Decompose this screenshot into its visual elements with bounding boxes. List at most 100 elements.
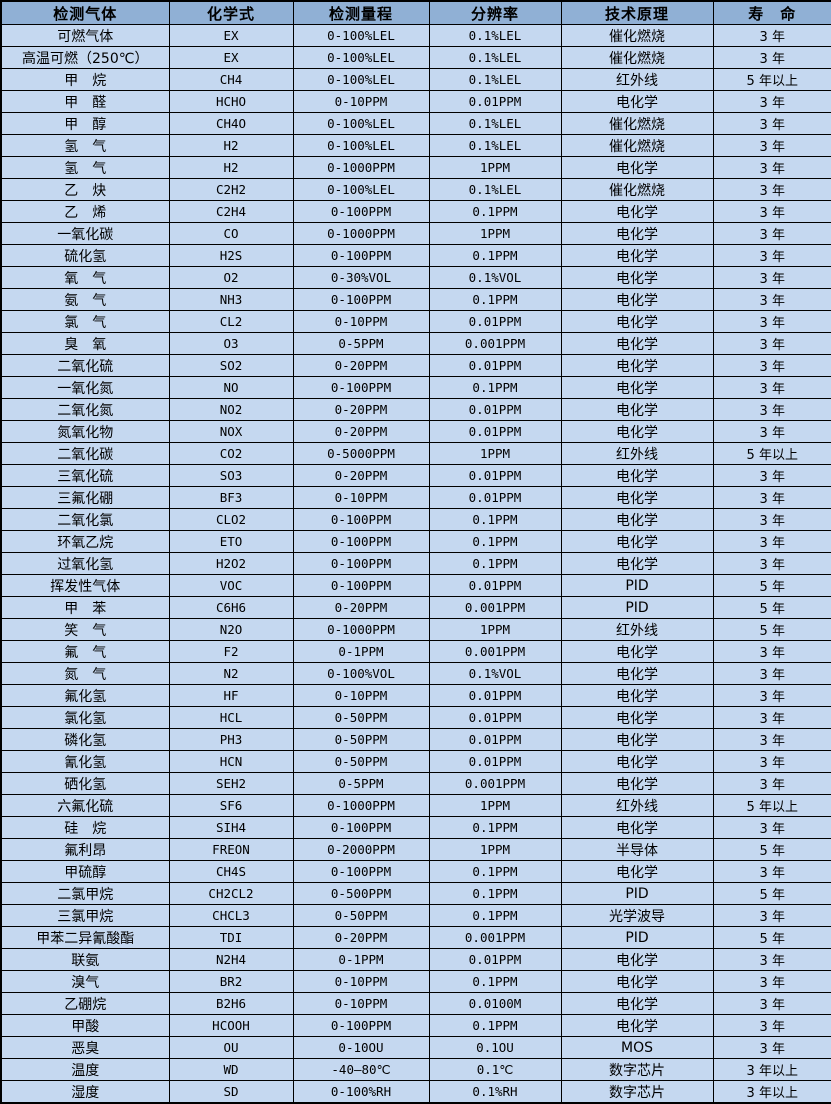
formula-cell: O2 bbox=[168, 266, 294, 289]
gas-name-cell: 笑 气 bbox=[0, 618, 170, 641]
resolution-cell: 0.01PPM bbox=[428, 354, 562, 377]
table-row: 甲 醇 CH4O 0-100%LEL 0.1%LEL 催化燃烧 3 年 bbox=[0, 112, 831, 135]
gas-name-cell: 氰化氢 bbox=[0, 750, 170, 773]
principle-cell: PID bbox=[560, 926, 714, 949]
gas-name-cell: 环氧乙烷 bbox=[0, 530, 170, 553]
lifespan-cell: 3 年 bbox=[712, 420, 831, 443]
range-cell: 0-50PPM bbox=[292, 706, 430, 729]
lifespan-cell: 3 年 bbox=[712, 310, 831, 333]
gas-name-cell: 乙 烯 bbox=[0, 200, 170, 223]
resolution-cell: 0.01PPM bbox=[428, 420, 562, 443]
range-cell: 0-10PPM bbox=[292, 970, 430, 993]
lifespan-cell: 3 年 bbox=[712, 486, 831, 509]
range-cell: 0-100PPM bbox=[292, 860, 430, 883]
resolution-cell: 0.001PPM bbox=[428, 332, 562, 355]
principle-cell: 催化燃烧 bbox=[560, 46, 714, 69]
formula-cell: NOX bbox=[168, 420, 294, 443]
lifespan-cell: 3 年 bbox=[712, 90, 831, 113]
principle-cell: 红外线 bbox=[560, 442, 714, 465]
principle-cell: 电化学 bbox=[560, 310, 714, 333]
principle-cell: 催化燃烧 bbox=[560, 24, 714, 47]
table-row: 三氧化硫 SO3 0-20PPM 0.01PPM 电化学 3 年 bbox=[0, 464, 831, 487]
header-gas-name: 检测气体 bbox=[0, 0, 170, 25]
resolution-cell: 0.01PPM bbox=[428, 486, 562, 509]
gas-name-cell: 二氧化氮 bbox=[0, 398, 170, 421]
resolution-cell: 1PPM bbox=[428, 222, 562, 245]
table-row: 氢 气 H2 0-1000PPM 1PPM 电化学 3 年 bbox=[0, 156, 831, 179]
resolution-cell: 0.1%LEL bbox=[428, 46, 562, 69]
table-row: 恶臭 OU 0-10OU 0.1OU MOS 3 年 bbox=[0, 1036, 831, 1059]
table-row: 氯 气 CL2 0-10PPM 0.01PPM 电化学 3 年 bbox=[0, 310, 831, 333]
range-cell: 0-1000PPM bbox=[292, 156, 430, 179]
table-row: 甲 苯 C6H6 0-20PPM 0.001PPM PID 5 年 bbox=[0, 596, 831, 619]
header-resolution: 分辨率 bbox=[428, 0, 562, 25]
range-cell: 0-2000PPM bbox=[292, 838, 430, 861]
principle-cell: 电化学 bbox=[560, 464, 714, 487]
formula-cell: PH3 bbox=[168, 728, 294, 751]
table-row: 氨 气 NH3 0-100PPM 0.1PPM 电化学 3 年 bbox=[0, 288, 831, 311]
principle-cell: 催化燃烧 bbox=[560, 178, 714, 201]
gas-name-cell: 恶臭 bbox=[0, 1036, 170, 1059]
lifespan-cell: 3 年 bbox=[712, 266, 831, 289]
lifespan-cell: 3 年 bbox=[712, 222, 831, 245]
lifespan-cell: 3 年 bbox=[712, 288, 831, 311]
principle-cell: 催化燃烧 bbox=[560, 112, 714, 135]
gas-name-cell: 氨 气 bbox=[0, 288, 170, 311]
table-row: 可燃气体 EX 0-100%LEL 0.1%LEL 催化燃烧 3 年 bbox=[0, 24, 831, 47]
resolution-cell: 0.1PPM bbox=[428, 376, 562, 399]
formula-cell: SF6 bbox=[168, 794, 294, 817]
table-row: 甲苯二异氰酸酯 TDI 0-20PPM 0.001PPM PID 5 年 bbox=[0, 926, 831, 949]
range-cell: 0-10PPM bbox=[292, 684, 430, 707]
resolution-cell: 1PPM bbox=[428, 618, 562, 641]
resolution-cell: 0.001PPM bbox=[428, 926, 562, 949]
range-cell: 0-100PPM bbox=[292, 376, 430, 399]
gas-name-cell: 三氧化硫 bbox=[0, 464, 170, 487]
range-cell: 0-10PPM bbox=[292, 90, 430, 113]
range-cell: 0-100%LEL bbox=[292, 46, 430, 69]
formula-cell: BF3 bbox=[168, 486, 294, 509]
principle-cell: 电化学 bbox=[560, 772, 714, 795]
gas-name-cell: 氢 气 bbox=[0, 156, 170, 179]
formula-cell: NO bbox=[168, 376, 294, 399]
lifespan-cell: 3 年 bbox=[712, 552, 831, 575]
lifespan-cell: 3 年 bbox=[712, 992, 831, 1015]
formula-cell: O3 bbox=[168, 332, 294, 355]
formula-cell: H2 bbox=[168, 134, 294, 157]
resolution-cell: 0.1%LEL bbox=[428, 178, 562, 201]
formula-cell: FREON bbox=[168, 838, 294, 861]
principle-cell: 电化学 bbox=[560, 90, 714, 113]
resolution-cell: 0.1%LEL bbox=[428, 24, 562, 47]
principle-cell: 电化学 bbox=[560, 354, 714, 377]
lifespan-cell: 3 年 bbox=[712, 662, 831, 685]
principle-cell: 电化学 bbox=[560, 1014, 714, 1037]
table-row: 温度 WD -40—80℃ 0.1℃ 数字芯片 3 年以上 bbox=[0, 1058, 831, 1081]
formula-cell: C6H6 bbox=[168, 596, 294, 619]
table-row: 氟利昂 FREON 0-2000PPM 1PPM 半导体 5 年 bbox=[0, 838, 831, 861]
range-cell: 0-5PPM bbox=[292, 332, 430, 355]
gas-name-cell: 一氧化氮 bbox=[0, 376, 170, 399]
gas-name-cell: 溴气 bbox=[0, 970, 170, 993]
table-row: 氢 气 H2 0-100%LEL 0.1%LEL 催化燃烧 3 年 bbox=[0, 134, 831, 157]
range-cell: 0-5000PPM bbox=[292, 442, 430, 465]
principle-cell: 电化学 bbox=[560, 684, 714, 707]
principle-cell: 电化学 bbox=[560, 288, 714, 311]
principle-cell: 电化学 bbox=[560, 376, 714, 399]
gas-name-cell: 硅 烷 bbox=[0, 816, 170, 839]
gas-name-cell: 甲苯二异氰酸酯 bbox=[0, 926, 170, 949]
lifespan-cell: 5 年 bbox=[712, 596, 831, 619]
lifespan-cell: 3 年 bbox=[712, 376, 831, 399]
lifespan-cell: 3 年 bbox=[712, 860, 831, 883]
formula-cell: N2H4 bbox=[168, 948, 294, 971]
range-cell: 0-100PPM bbox=[292, 200, 430, 223]
lifespan-cell: 3 年 bbox=[712, 464, 831, 487]
principle-cell: 电化学 bbox=[560, 420, 714, 443]
range-cell: 0-100PPM bbox=[292, 816, 430, 839]
table-row: 高温可燃（250℃） EX 0-100%LEL 0.1%LEL 催化燃烧 3 年 bbox=[0, 46, 831, 69]
formula-cell: CH4S bbox=[168, 860, 294, 883]
header-technical-principle: 技术原理 bbox=[560, 0, 714, 25]
formula-cell: HCHO bbox=[168, 90, 294, 113]
formula-cell: CO bbox=[168, 222, 294, 245]
gas-name-cell: 甲 烷 bbox=[0, 68, 170, 91]
principle-cell: 电化学 bbox=[560, 486, 714, 509]
resolution-cell: 0.1%VOL bbox=[428, 662, 562, 685]
